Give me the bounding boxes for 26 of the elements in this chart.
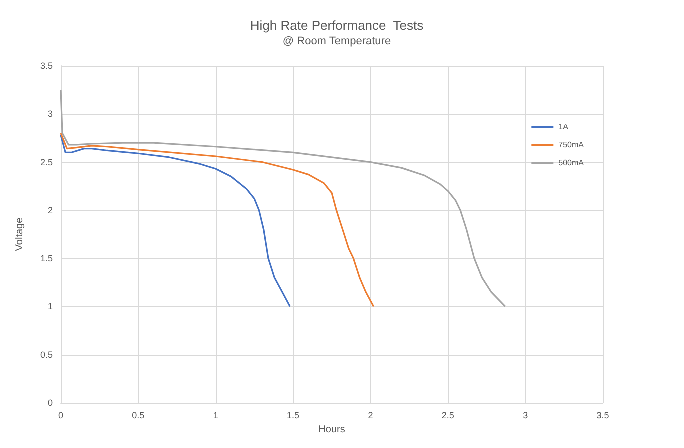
x-tick-label: 1.5: [287, 410, 300, 420]
x-axis-title: Hours: [318, 424, 346, 436]
y-tick-label: 2.5: [40, 157, 53, 168]
x-tick-label: 3: [523, 410, 528, 420]
y-tick-label: 0.5: [40, 350, 53, 360]
y-axis-title: Voltage: [14, 217, 26, 252]
x-tick-label: 0.5: [132, 410, 145, 420]
x-tick-label: 0: [58, 410, 64, 420]
y-tick-label: 1.5: [40, 254, 53, 264]
y-tick-label: 1: [48, 302, 53, 312]
legend-label: 750mA: [558, 140, 585, 150]
x-tick-label: 1: [213, 410, 218, 420]
x-tick-label: 3.5: [596, 410, 610, 420]
x-tick-label: 2.5: [442, 410, 454, 420]
x-tick-label: 2: [368, 410, 374, 420]
y-tick-label: 3: [48, 109, 53, 120]
chart-title: High Rate Performance Tests: [250, 18, 424, 33]
legend-label: 500mA: [558, 158, 585, 168]
legend-label: 1A: [558, 122, 570, 132]
y-tick-label: 0: [48, 398, 53, 408]
y-tick-label: 3.5: [40, 61, 53, 71]
y-tick-label: 2: [48, 205, 53, 216]
line-series: [60, 132, 375, 308]
chart-subtitle: @ Room Temperature: [282, 36, 392, 48]
line-series: [60, 89, 506, 308]
line-series: [60, 134, 291, 308]
